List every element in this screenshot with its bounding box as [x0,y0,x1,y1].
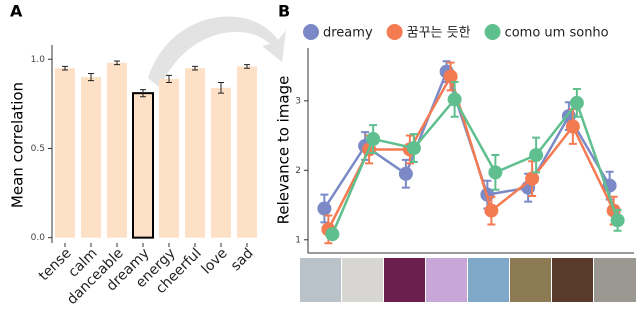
point [447,92,462,107]
point [398,166,413,181]
error-bar [114,60,120,66]
bar [211,87,231,238]
error-bar [166,74,172,83]
point [569,95,584,110]
panel-label: B [278,2,290,21]
error-bar [192,65,198,71]
y-tick-label: 0.5 [31,144,45,154]
point [317,201,332,216]
image [594,258,636,302]
bar [185,68,205,238]
error-bar [244,64,250,69]
bar [237,66,257,238]
point [610,213,625,228]
y-tick-label: 0.0 [31,233,46,243]
error-bar [62,65,68,71]
image [552,258,593,302]
error-bar [88,73,94,82]
point [406,141,421,156]
image [426,258,467,302]
legend-label: 꿈꾸는 듯한 [407,26,471,41]
y-axis-title: Mean correlation [9,82,27,208]
legend-label: como um sonho [505,26,609,41]
panel-label: A [10,2,23,21]
legend-marker [484,24,501,40]
image [342,258,383,302]
image [384,258,425,302]
point [488,165,503,180]
bar [159,78,179,238]
point [529,148,544,163]
x-tick-label: sad [228,245,257,274]
y-tick-label: 1.0 [31,55,46,65]
legend-marker [386,24,403,40]
point [525,171,540,186]
bar [55,68,75,238]
x-tick-label: love [199,245,231,277]
point [366,132,381,147]
y-tick-label: 1 [295,235,301,245]
bar [132,92,154,239]
point [443,69,458,84]
point [565,119,580,134]
y-tick-label: 3 [295,96,301,106]
point [325,227,340,242]
error-bar [140,89,146,98]
bar [107,62,127,238]
point [484,203,499,218]
arrow [148,16,286,88]
error-bar [218,81,224,94]
y-tick-label: 2 [295,166,301,176]
image [510,258,551,302]
image [468,258,509,302]
bar [81,77,101,238]
image [300,258,341,302]
image-strip [300,258,636,302]
legend-marker [303,24,319,40]
y-axis-title: Relevance to image [275,76,293,225]
legend-label: dreamy [323,26,373,41]
